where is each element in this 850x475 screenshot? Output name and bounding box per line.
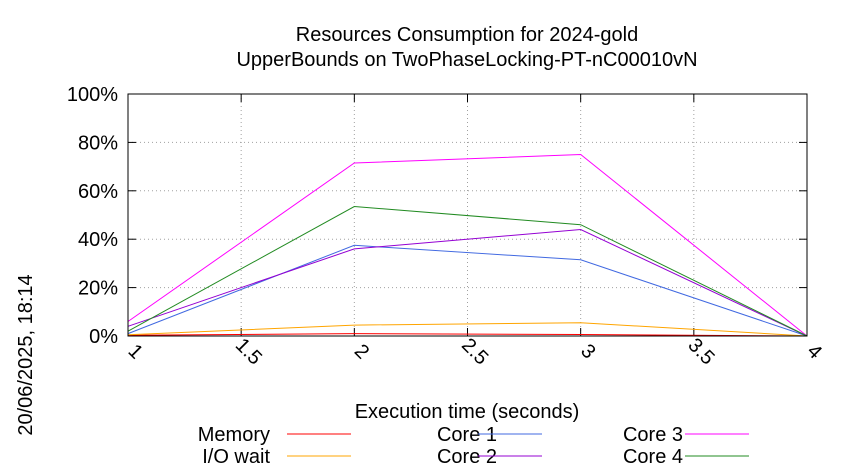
series-line-core-3 [127, 153, 808, 337]
series-line-core-2 [127, 228, 808, 337]
x-tick-label: 2.5 [457, 334, 492, 369]
series-line-memory [127, 333, 808, 337]
y-axis-ticks: 0% 20% 40% 60% 80% 100% [67, 84, 807, 348]
y-tick-label: 20% [78, 278, 118, 300]
y-tick-label: 80% [78, 132, 118, 154]
chart-title-line1: Resources Consumption for 2024-gold [296, 24, 638, 46]
y-tick-label: 100% [67, 84, 118, 106]
series-lines [127, 153, 808, 337]
legend-label-memory: Memory [198, 424, 270, 446]
x-tick-label: 1.5 [231, 334, 266, 369]
x-axis-ticks: 1 1.5 2 2.5 3 3.5 4 [124, 94, 826, 369]
x-tick-label: 4 [803, 340, 826, 363]
side-timestamp: 20/06/2025, 18:14 [15, 274, 37, 435]
x-tick-label: 1 [124, 340, 147, 363]
x-tick-label: 3 [576, 340, 599, 363]
x-axis-label: Execution time (seconds) [355, 401, 580, 423]
y-tick-label: 0% [89, 326, 118, 348]
plot-frame [127, 93, 808, 337]
series-line-core-1 [127, 244, 808, 337]
legend-label-core-1: Core 1 [437, 424, 497, 446]
legend-label-core-4: Core 4 [623, 446, 683, 468]
legend-label-core-2: Core 2 [437, 446, 497, 468]
series-line-core-4 [127, 205, 808, 337]
x-tick-label: 3.5 [683, 334, 718, 369]
grid [128, 94, 807, 336]
x-tick-label: 2 [350, 340, 373, 363]
y-tick-label: 40% [78, 229, 118, 251]
legend-label-i-o-wait: I/O wait [202, 446, 270, 468]
series-line-i-o-wait [127, 322, 808, 337]
legend-label-core-3: Core 3 [623, 424, 683, 446]
chart-title-line2: UpperBounds on TwoPhaseLocking-PT-nC0001… [236, 49, 697, 71]
y-tick-label: 60% [78, 181, 118, 203]
